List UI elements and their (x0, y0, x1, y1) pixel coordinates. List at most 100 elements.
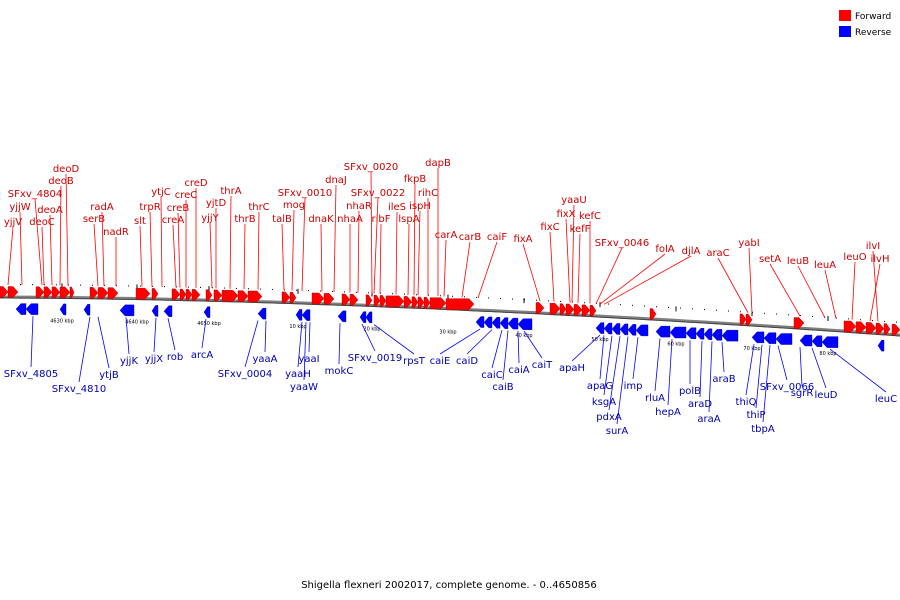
reverse-gene-label: rluA (645, 393, 665, 404)
forward-gene-arrow (289, 291, 297, 304)
forward-gene-label: carA (435, 230, 458, 241)
reverse-label-leader (30, 316, 34, 368)
reverse-gene-arrow (475, 316, 485, 328)
minor-tick (92, 284, 93, 286)
forward-label-leader (824, 269, 837, 319)
forward-gene-label: creD (184, 178, 208, 189)
forward-label-leader (149, 211, 153, 287)
forward-gene-arrow (341, 293, 351, 306)
reverse-label-leader (297, 321, 303, 368)
minor-tick (320, 290, 321, 292)
reverse-gene-arrow (15, 303, 27, 315)
minor-tick (560, 300, 561, 302)
forward-label-leader (443, 239, 447, 297)
forward-label-leader (717, 257, 749, 313)
reverse-gene-label: araB (712, 374, 735, 385)
reverse-gene-label: yjjK (120, 356, 138, 367)
reverse-label-leader (603, 335, 613, 396)
reverse-gene-arrow (499, 317, 509, 329)
tick-label: 30 kbp (439, 330, 456, 336)
reverse-label-leader (78, 316, 91, 383)
legend-reverse-swatch (839, 26, 851, 37)
reverse-gene-arrow (337, 310, 347, 323)
forward-label-leader (373, 197, 379, 294)
forward-genes (0, 286, 900, 336)
forward-label-leader (177, 212, 181, 288)
forward-gene-label: leuO (843, 252, 866, 263)
reverse-label-leader (616, 336, 629, 425)
reverse-gene-label: SFxv_4805 (4, 369, 58, 380)
minor-tick (428, 294, 429, 296)
forward-gene-arrow (385, 295, 405, 308)
forward-label-leader (101, 211, 105, 286)
forward-label-leader (281, 223, 285, 291)
forward-gene-label: dnaK (308, 214, 334, 225)
forward-label-leader (872, 250, 879, 322)
forward-gene-label: leuB (787, 256, 809, 267)
minor-tick (332, 290, 333, 292)
forward-gene-arrow (43, 286, 53, 298)
forward-gene-arrow (891, 324, 900, 336)
minor-tick (200, 286, 201, 288)
forward-gene-label: lspA (398, 214, 419, 225)
forward-gene-arrow (107, 287, 119, 299)
reverse-label-leader (303, 322, 307, 381)
forward-gene-arrow (379, 295, 387, 307)
minor-tick (740, 311, 741, 313)
reverse-label-leader (632, 337, 639, 380)
minor-tick (884, 320, 885, 322)
forward-gene-arrow (365, 294, 373, 307)
forward-gene-arrow (549, 303, 561, 315)
forward-gene-label: nadR (103, 227, 129, 238)
reverse-label-leader (338, 323, 341, 365)
reverse-label-leader (439, 328, 481, 355)
forward-gene-label: ilvI (866, 241, 880, 252)
forward-gene-label: carB (459, 232, 482, 243)
forward-gene-arrow (69, 286, 75, 299)
minor-tick (680, 307, 681, 309)
reverse-label-leader (777, 345, 788, 381)
forward-gene-label: fkpB (404, 174, 427, 185)
forward-gene-arrow (59, 286, 71, 299)
reverse-label-leader (244, 320, 259, 368)
reverse-gene-label: yaaW (290, 382, 318, 393)
minor-tick (368, 292, 369, 294)
reverse-label-leader (125, 317, 130, 355)
reverse-gene-label: yaaA (252, 354, 277, 365)
minor-tick (464, 296, 465, 298)
tick-label: 70 kbp (743, 346, 760, 352)
minor-tick (704, 309, 705, 311)
reverse-gene-label: sgrR (791, 388, 814, 399)
forward-gene-arrow (311, 292, 325, 305)
forward-gene-arrow (429, 297, 447, 309)
reverse-gene-label: SFxv_0004 (218, 369, 272, 380)
reverse-gene-label: SFxv_0066 (760, 382, 814, 393)
forward-label-leader (577, 233, 581, 303)
reverse-label-leader (699, 340, 703, 398)
forward-gene-label: ilvH (871, 254, 890, 265)
forward-gene-label: creC (175, 190, 198, 201)
reverse-gene-arrow (257, 307, 267, 320)
minor-tick (692, 308, 693, 310)
reverse-gene-label: mokC (325, 366, 354, 377)
forward-gene-arrow (89, 287, 99, 299)
forward-gene-label: kefC (579, 211, 601, 222)
reverse-label-leader (571, 334, 601, 362)
forward-gene-arrow (221, 290, 239, 302)
reverse-label-leader (811, 347, 827, 389)
legend-reverse-label: Reverse (855, 28, 892, 38)
minor-tick (188, 286, 189, 288)
minor-tick (20, 284, 21, 286)
forward-gene-label: yjjW (9, 202, 30, 213)
forward-label-leader (869, 263, 881, 321)
minor-tick (776, 313, 777, 315)
minor-tick (476, 296, 477, 298)
reverse-gene-label: apaH (559, 363, 585, 374)
minor-tick (452, 295, 453, 297)
forward-gene-label: yjjY (201, 213, 219, 224)
reverse-label-leader (97, 316, 110, 369)
forward-gene-arrow (573, 304, 583, 316)
forward-gene-arrow (7, 286, 19, 298)
reverse-gene-label: caiA (508, 365, 529, 376)
